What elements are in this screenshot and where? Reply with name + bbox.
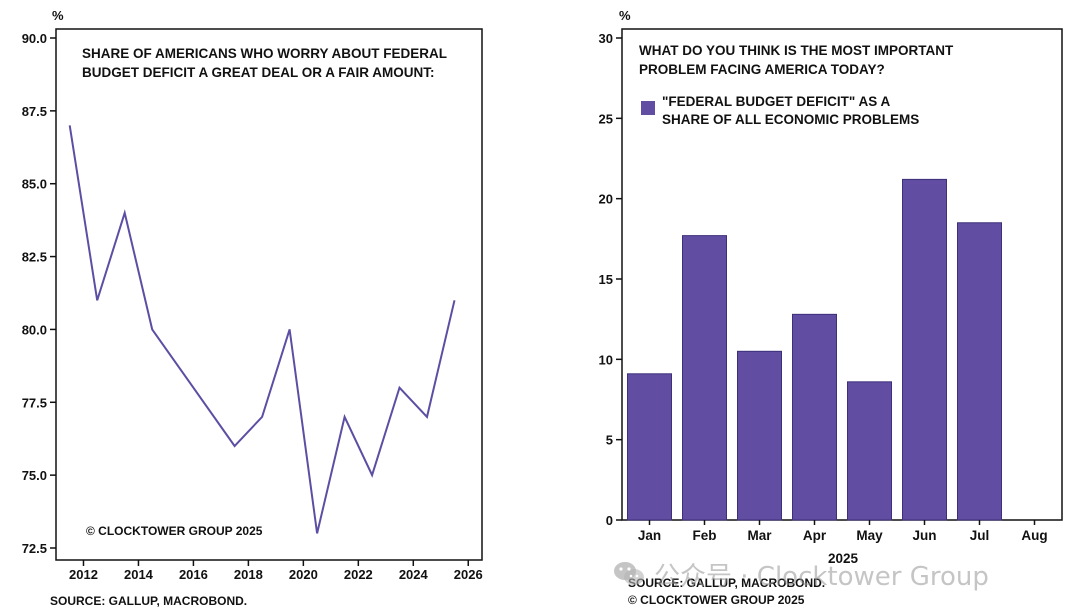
bar-jun xyxy=(902,178,947,521)
legend-label-line-2: SHARE OF ALL ECONOMIC PROBLEMS xyxy=(662,112,919,127)
series-line xyxy=(68,125,456,534)
left-y-tick-label: 85.0 xyxy=(22,177,47,192)
left-plot-frame xyxy=(55,28,483,561)
left-chart-title-line-2: BUDGET DEFICIT A GREAT DEAL OR A FAIR AM… xyxy=(82,65,435,80)
right-y-tick-label: 20 xyxy=(599,192,613,207)
right-y-unit: % xyxy=(619,8,631,23)
right-chart-title-line-2: PROBLEM FACING AMERICA TODAY? xyxy=(639,62,885,77)
left-x-tick-label: 2024 xyxy=(399,567,429,582)
left-y-axis: 72.5 75.0 77.5 80.0 82.5 85.0 87.5 90.0 xyxy=(22,31,56,556)
wechat-icon xyxy=(614,562,644,585)
left-y-tick-label: 82.5 xyxy=(22,250,47,265)
right-y-axis: 0 5 10 15 20 25 30 xyxy=(599,31,622,528)
bars xyxy=(627,178,1002,521)
left-x-tick-label: 2014 xyxy=(124,567,154,582)
left-y-unit: % xyxy=(52,8,64,23)
left-y-tick-label: 72.5 xyxy=(22,541,47,556)
bar-feb xyxy=(682,235,727,521)
left-y-tick-label: 80.0 xyxy=(22,322,47,337)
legend-label-line-1: "FEDERAL BUDGET DEFICIT" AS A xyxy=(662,94,891,109)
right-x-tick-label: Aug xyxy=(1021,528,1047,543)
bar-may xyxy=(847,381,892,521)
right-y-tick-label: 15 xyxy=(599,272,613,287)
left-x-tick-label: 2020 xyxy=(289,567,318,582)
left-x-tick-label: 2018 xyxy=(234,567,263,582)
right-y-tick-label: 30 xyxy=(599,31,613,46)
left-x-tick-label: 2026 xyxy=(454,567,483,582)
right-y-tick-label: 25 xyxy=(599,111,613,126)
right-x-tick-label: May xyxy=(856,528,883,543)
right-x-tick-label: Jan xyxy=(638,528,661,543)
left-x-tick-label: 2012 xyxy=(69,567,98,582)
left-chart-source: SOURCE: GALLUP, MACROBOND. xyxy=(50,594,247,608)
left-y-tick-label: 75.0 xyxy=(22,468,47,483)
right-x-tick-label: Feb xyxy=(692,528,716,543)
right-plot-frame xyxy=(621,28,1063,521)
right-chart-title-line-1: WHAT DO YOU THINK IS THE MOST IMPORTANT xyxy=(639,43,954,58)
left-y-tick-label: 90.0 xyxy=(22,31,47,46)
right-x-axis: Jan Feb Mar Apr May Jun Jul Aug xyxy=(638,520,1048,543)
legend-swatch xyxy=(641,101,655,115)
line-points xyxy=(69,125,455,534)
right-chart-copyright: © CLOCKTOWER GROUP 2025 xyxy=(628,593,805,607)
right-x-tick-label: Mar xyxy=(747,528,772,543)
right-x-axis-label: 2025 xyxy=(828,551,859,566)
right-y-tick-label: 5 xyxy=(606,433,613,448)
watermark-text: 公众号 · Clocktower Group xyxy=(654,561,989,592)
right-y-tick-label: 0 xyxy=(606,513,613,528)
right-x-tick-label: Apr xyxy=(803,528,827,543)
right-x-tick-label: Jun xyxy=(912,528,936,543)
right-y-tick-label: 10 xyxy=(599,352,613,367)
left-x-axis: 2012 2014 2016 2018 2020 2022 2024 2026 xyxy=(69,560,483,582)
bar-apr xyxy=(792,313,837,521)
bar-jan xyxy=(627,373,672,521)
right-chart-source: SOURCE: GALLUP, MACROBOND. xyxy=(628,576,825,590)
left-chart-title-line-1: SHARE OF AMERICANS WHO WORRY ABOUT FEDER… xyxy=(82,46,447,61)
left-x-tick-label: 2016 xyxy=(179,567,208,582)
left-y-tick-label: 87.5 xyxy=(22,104,47,119)
watermark: 公众号 · Clocktower Group xyxy=(612,556,1052,592)
right-x-tick-label: Jul xyxy=(970,528,990,543)
left-chart-copyright: © CLOCKTOWER GROUP 2025 xyxy=(86,524,263,538)
bar-jul xyxy=(957,222,1002,521)
bar-mar xyxy=(737,350,782,521)
left-y-tick-label: 77.5 xyxy=(22,395,47,410)
left-x-tick-label: 2022 xyxy=(344,567,373,582)
